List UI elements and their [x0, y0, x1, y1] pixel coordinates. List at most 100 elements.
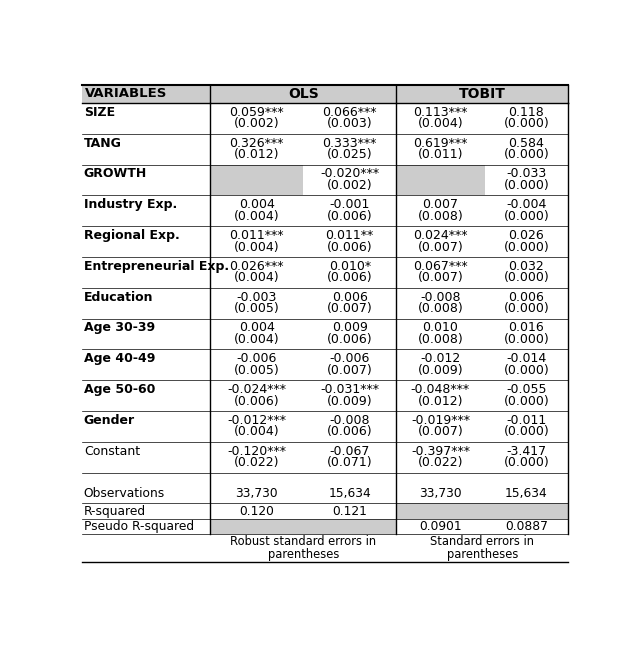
Text: 0.067***: 0.067***	[413, 260, 468, 273]
Text: -0.006: -0.006	[237, 352, 277, 365]
Text: parentheses: parentheses	[447, 547, 518, 561]
Text: (0.002): (0.002)	[327, 179, 372, 192]
Text: 0.118: 0.118	[509, 106, 544, 119]
Text: Education: Education	[84, 290, 154, 304]
Text: 0.584: 0.584	[508, 137, 545, 150]
Text: (0.002): (0.002)	[234, 117, 280, 131]
Text: (0.000): (0.000)	[504, 302, 549, 315]
Text: Age 40-49: Age 40-49	[84, 352, 156, 365]
Text: -0.397***: -0.397***	[411, 445, 470, 458]
Text: Constant: Constant	[84, 445, 140, 458]
Text: -0.004: -0.004	[506, 198, 547, 211]
Text: (0.009): (0.009)	[417, 364, 463, 377]
Text: (0.007): (0.007)	[417, 240, 463, 254]
Text: 0.004: 0.004	[239, 322, 275, 334]
Bar	[210, 165, 303, 195]
Text: 0.006: 0.006	[508, 290, 545, 304]
Text: (0.022): (0.022)	[234, 456, 280, 470]
Text: (0.004): (0.004)	[234, 426, 280, 438]
Text: (0.000): (0.000)	[504, 333, 549, 346]
Text: 0.011***: 0.011***	[230, 229, 284, 242]
Bar	[210, 85, 396, 103]
Text: GROWTH: GROWTH	[84, 167, 147, 180]
Text: (0.005): (0.005)	[234, 302, 280, 315]
Text: (0.006): (0.006)	[327, 333, 372, 346]
Text: (0.007): (0.007)	[327, 364, 372, 377]
Text: (0.006): (0.006)	[327, 426, 372, 438]
Text: (0.005): (0.005)	[234, 364, 280, 377]
Text: 0.032: 0.032	[509, 260, 544, 273]
Text: -0.003: -0.003	[237, 290, 277, 304]
Text: TOBIT: TOBIT	[459, 87, 506, 101]
Text: 0.016: 0.016	[509, 322, 544, 334]
Text: parentheses: parentheses	[268, 547, 339, 561]
Text: (0.000): (0.000)	[504, 117, 549, 131]
Text: 0.0901: 0.0901	[419, 520, 461, 533]
Bar	[396, 503, 568, 519]
Text: (0.012): (0.012)	[418, 395, 463, 408]
Text: 0.006: 0.006	[332, 290, 367, 304]
Text: (0.000): (0.000)	[504, 210, 549, 223]
Bar	[81, 85, 210, 103]
Text: -0.033: -0.033	[506, 167, 547, 180]
Text: (0.004): (0.004)	[234, 333, 280, 346]
Text: SIZE: SIZE	[84, 106, 115, 119]
Text: (0.025): (0.025)	[327, 149, 372, 161]
Text: -0.024***: -0.024***	[227, 383, 286, 396]
Bar	[210, 519, 396, 534]
Text: -0.067: -0.067	[330, 445, 370, 458]
Text: 0.326***: 0.326***	[230, 137, 284, 150]
Text: -0.008: -0.008	[420, 290, 461, 304]
Text: -3.417: -3.417	[506, 445, 547, 458]
Text: 0.010: 0.010	[422, 322, 458, 334]
Text: Standard errors in: Standard errors in	[430, 535, 534, 549]
Text: (0.004): (0.004)	[234, 210, 280, 223]
Text: (0.008): (0.008)	[417, 210, 463, 223]
Text: -0.019***: -0.019***	[411, 414, 470, 427]
Text: 0.010*: 0.010*	[328, 260, 371, 273]
Text: (0.000): (0.000)	[504, 149, 549, 161]
Text: Pseudo R-squared: Pseudo R-squared	[84, 520, 194, 533]
Text: (0.000): (0.000)	[504, 179, 549, 192]
Text: 0.009: 0.009	[332, 322, 367, 334]
Text: Entrepreneurial Exp.: Entrepreneurial Exp.	[84, 260, 229, 273]
Bar	[396, 165, 484, 195]
Text: 15,634: 15,634	[328, 487, 371, 500]
Text: -0.006: -0.006	[330, 352, 370, 365]
Text: 0.333***: 0.333***	[323, 137, 377, 150]
Text: Robust standard errors in: Robust standard errors in	[230, 535, 376, 549]
Text: 0.059***: 0.059***	[229, 106, 284, 119]
Text: Observations: Observations	[84, 487, 165, 500]
Text: Age 50-60: Age 50-60	[84, 383, 156, 396]
Text: (0.007): (0.007)	[417, 272, 463, 284]
Text: (0.000): (0.000)	[504, 272, 549, 284]
Text: (0.008): (0.008)	[417, 333, 463, 346]
Text: 0.113***: 0.113***	[413, 106, 468, 119]
Text: (0.004): (0.004)	[234, 272, 280, 284]
Text: 0.026***: 0.026***	[230, 260, 284, 273]
Text: 0.026: 0.026	[509, 229, 544, 242]
Text: -0.014: -0.014	[506, 352, 547, 365]
Text: (0.003): (0.003)	[327, 117, 372, 131]
Text: (0.006): (0.006)	[327, 272, 372, 284]
Text: 0.619***: 0.619***	[413, 137, 468, 150]
Text: 0.066***: 0.066***	[323, 106, 377, 119]
Text: -0.031***: -0.031***	[320, 383, 379, 396]
Text: (0.004): (0.004)	[234, 240, 280, 254]
Text: 0.004: 0.004	[239, 198, 275, 211]
Text: -0.048***: -0.048***	[411, 383, 470, 396]
Text: Gender: Gender	[84, 414, 135, 427]
Text: Industry Exp.: Industry Exp.	[84, 198, 177, 211]
Text: Age 30-39: Age 30-39	[84, 322, 155, 334]
Text: TANG: TANG	[84, 137, 122, 150]
Text: 33,730: 33,730	[419, 487, 461, 500]
Bar	[396, 85, 568, 103]
Text: 0.120: 0.120	[239, 505, 274, 517]
Text: (0.007): (0.007)	[417, 426, 463, 438]
Text: OLS: OLS	[288, 87, 319, 101]
Text: -0.055: -0.055	[506, 383, 547, 396]
Text: (0.000): (0.000)	[504, 395, 549, 408]
Text: VARIABLES: VARIABLES	[84, 87, 167, 101]
Text: -0.001: -0.001	[330, 198, 370, 211]
Text: (0.000): (0.000)	[504, 364, 549, 377]
